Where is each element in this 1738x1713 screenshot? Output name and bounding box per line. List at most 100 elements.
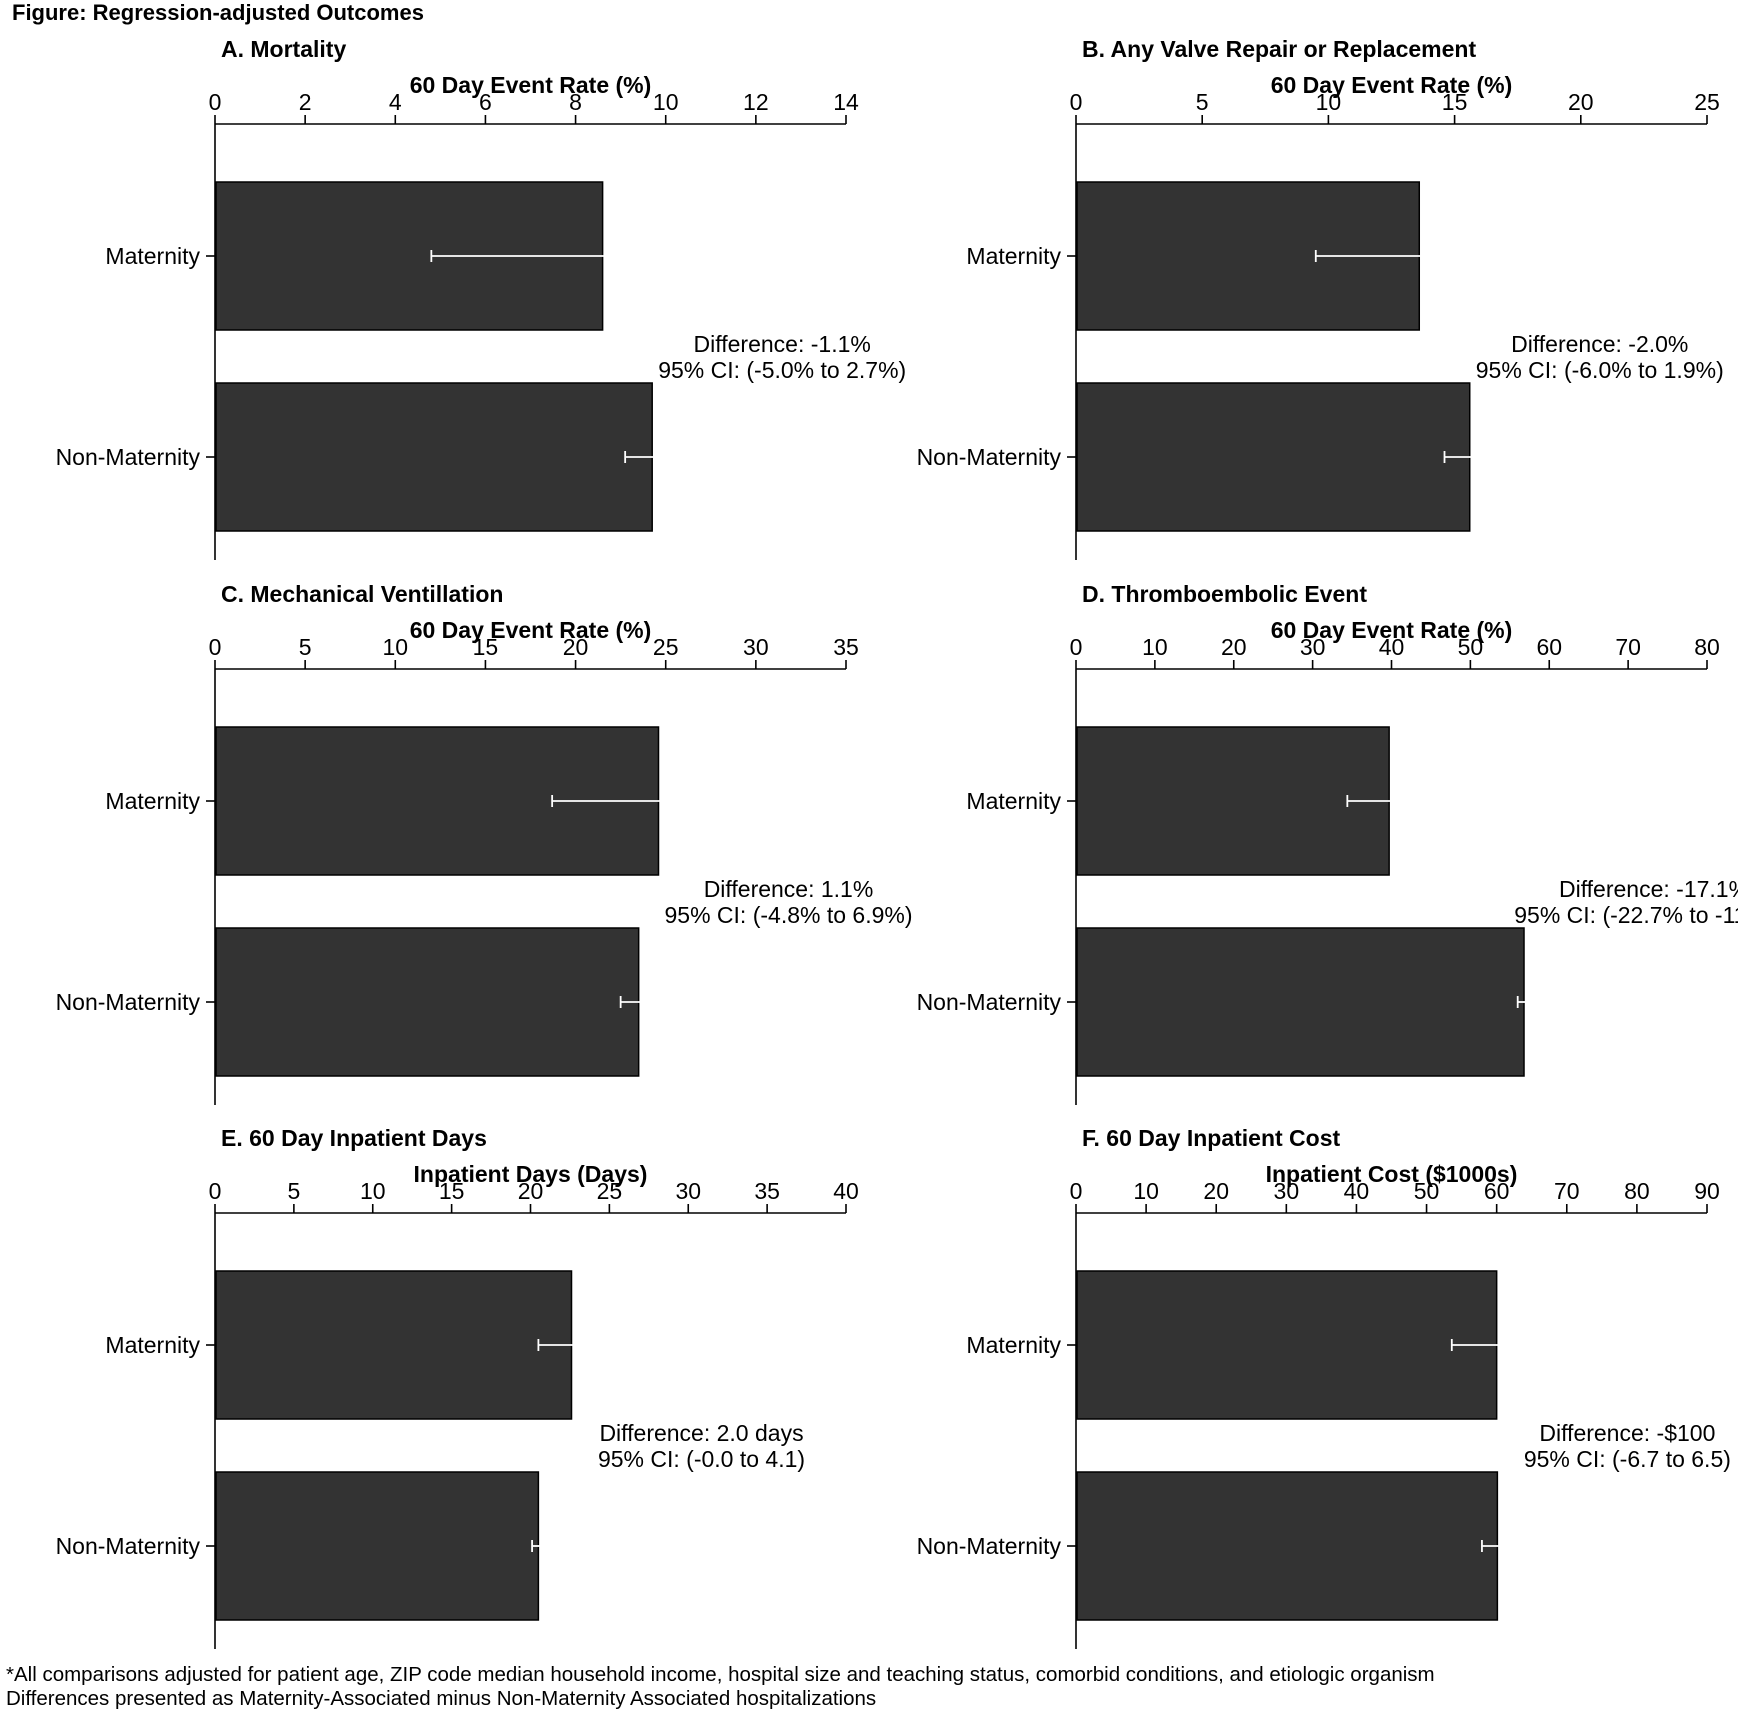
category-label: Non-Maternity — [56, 1533, 201, 1559]
ci-label: 95% CI: (-6.7 to 6.5) — [1524, 1446, 1731, 1472]
x-tick-label: 35 — [833, 634, 859, 660]
panel-title: F. 60 Day Inpatient Cost — [1082, 1125, 1341, 1151]
category-label: Non-Maternity — [56, 444, 201, 470]
x-tick-label: 30 — [675, 1178, 701, 1204]
panel-title: B. Any Valve Repair or Replacement — [1082, 36, 1476, 62]
x-tick-label: 20 — [518, 1178, 544, 1204]
x-tick-label: 0 — [1070, 1178, 1083, 1204]
x-tick-label: 40 — [833, 1178, 859, 1204]
category-label: Non-Maternity — [917, 1533, 1062, 1559]
bar-maternity — [1076, 1270, 1498, 1420]
x-tick-label: 10 — [360, 1178, 386, 1204]
x-tick-label: 5 — [1196, 89, 1209, 115]
x-tick-label: 25 — [597, 1178, 623, 1204]
x-tick-label: 5 — [299, 634, 312, 660]
category-label: Maternity — [105, 243, 200, 269]
x-tick-label: 2 — [299, 89, 312, 115]
panel-title: D. Thromboembolic Event — [1082, 581, 1367, 607]
ci-label: 95% CI: (-6.0% to 1.9%) — [1476, 357, 1724, 383]
x-tick-label: 20 — [1221, 634, 1247, 660]
difference-label: Difference: -1.1% — [694, 331, 871, 357]
panel-title: A. Mortality — [221, 36, 346, 62]
x-tick-label: 50 — [1458, 634, 1484, 660]
bar-non-maternity — [215, 1471, 540, 1621]
x-axis-label: 60 Day Event Rate (%) — [1271, 72, 1513, 98]
category-label: Non-Maternity — [917, 989, 1062, 1015]
panel-b: B. Any Valve Repair or Replacement 60 Day… — [917, 36, 1724, 560]
difference-label: Difference: -$100 — [1539, 1420, 1715, 1446]
x-tick-label: 14 — [833, 89, 859, 115]
panel-e: E. 60 Day Inpatient Days Inpatient Days (… — [56, 1125, 859, 1649]
x-axis-label: 60 Day Event Rate (%) — [1271, 617, 1513, 643]
difference-label: Difference: -2.0% — [1511, 331, 1688, 357]
x-tick-label: 10 — [1133, 1178, 1159, 1204]
x-tick-label: 5 — [287, 1178, 300, 1204]
x-tick-label: 15 — [439, 1178, 465, 1204]
x-tick-label: 6 — [479, 89, 492, 115]
bar-non-maternity — [1076, 1471, 1499, 1621]
x-tick-label: 20 — [1568, 89, 1594, 115]
panel-f: F. 60 Day Inpatient Cost Inpatient Cost (… — [917, 1125, 1731, 1649]
x-tick-label: 60 — [1484, 1178, 1510, 1204]
x-tick-label: 25 — [653, 634, 679, 660]
x-tick-label: 25 — [1694, 89, 1720, 115]
x-tick-label: 15 — [473, 634, 499, 660]
x-tick-label: 80 — [1624, 1178, 1650, 1204]
ci-label: 95% CI: (-0.0 to 4.1) — [598, 1446, 805, 1472]
x-axis-label: Inpatient Days (Days) — [414, 1161, 648, 1187]
bar-non-maternity — [1076, 927, 1525, 1077]
x-tick-label: 40 — [1379, 634, 1405, 660]
x-tick-label: 30 — [1274, 1178, 1300, 1204]
x-tick-label: 30 — [743, 634, 769, 660]
figure-title: Figure: Regression-adjusted Outcomes — [12, 0, 424, 25]
category-label: Maternity — [966, 1332, 1061, 1358]
x-tick-label: 4 — [389, 89, 402, 115]
panel-title: E. 60 Day Inpatient Days — [221, 1125, 487, 1151]
difference-label: Difference: -17.1% — [1559, 876, 1738, 902]
x-tick-label: 0 — [209, 1178, 222, 1204]
x-tick-label: 50 — [1414, 1178, 1440, 1204]
bar-maternity — [215, 1270, 573, 1420]
ci-label: 95% CI: (-4.8% to 6.9%) — [665, 902, 913, 928]
ci-label: 95% CI: (-22.7% to -11.6%) — [1514, 902, 1738, 928]
panel-title: C. Mechanical Ventillation — [221, 581, 503, 607]
x-tick-label: 70 — [1615, 634, 1641, 660]
x-tick-label: 10 — [1316, 89, 1342, 115]
x-tick-label: 10 — [382, 634, 408, 660]
category-label: Maternity — [105, 1332, 200, 1358]
bar-maternity — [1076, 726, 1390, 876]
x-tick-label: 15 — [1442, 89, 1468, 115]
panel-c: C. Mechanical Ventillation 60 Day Event R… — [56, 581, 913, 1105]
footnote-line-2: Differences presented as Maternity-Assoc… — [6, 1687, 877, 1710]
x-tick-label: 90 — [1694, 1178, 1720, 1204]
bar-non-maternity — [215, 382, 653, 532]
x-tick-label: 35 — [754, 1178, 780, 1204]
x-tick-label: 40 — [1344, 1178, 1370, 1204]
footnote: *All comparisons adjusted for patient ag… — [6, 1663, 1435, 1711]
x-tick-label: 80 — [1694, 634, 1720, 660]
x-tick-label: 60 — [1536, 634, 1562, 660]
x-tick-label: 20 — [1203, 1178, 1229, 1204]
x-tick-label: 0 — [1070, 634, 1083, 660]
x-tick-label: 20 — [563, 634, 589, 660]
bar-non-maternity — [215, 927, 640, 1077]
category-label: Maternity — [105, 788, 200, 814]
category-label: Maternity — [966, 788, 1061, 814]
x-axis-label: 60 Day Event Rate (%) — [410, 72, 652, 98]
x-tick-label: 0 — [209, 89, 222, 115]
x-tick-label: 10 — [1142, 634, 1168, 660]
category-label: Maternity — [966, 243, 1061, 269]
category-label: Non-Maternity — [56, 989, 201, 1015]
x-tick-label: 10 — [653, 89, 679, 115]
bar-non-maternity — [1076, 382, 1471, 532]
panel-d: D. Thromboembolic Event 60 Day Event Rate… — [917, 581, 1738, 1105]
ci-label: 95% CI: (-5.0% to 2.7%) — [658, 357, 906, 383]
x-axis-label: 60 Day Event Rate (%) — [410, 617, 652, 643]
x-tick-label: 0 — [209, 634, 222, 660]
x-axis-label: Inpatient Cost ($1000s) — [1266, 1161, 1518, 1187]
category-label: Non-Maternity — [917, 444, 1062, 470]
panel-a: A. Mortality 60 Day Event Rate (%) 0 2 4 6 8 10… — [56, 36, 906, 560]
x-tick-label: 0 — [1070, 89, 1083, 115]
x-tick-label: 8 — [569, 89, 582, 115]
